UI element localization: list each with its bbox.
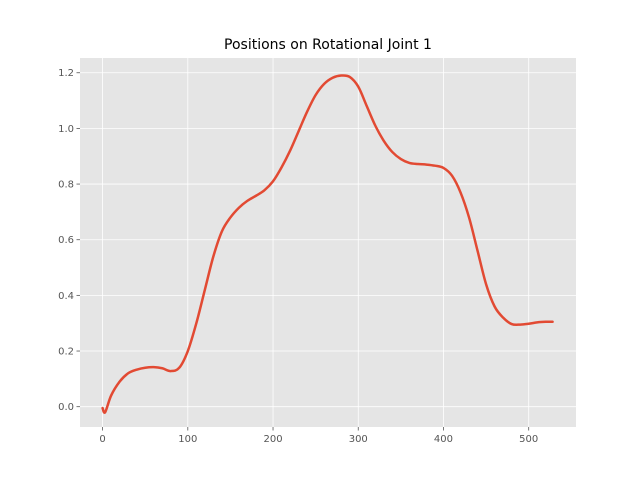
- y-axis: 0.0 0.2 0.4 0.6 0.8 1.0 1.2: [58, 68, 80, 413]
- y-tick-label: 1.0: [58, 124, 74, 135]
- x-tick-label: 400: [434, 434, 453, 445]
- x-axis: 0 100 200 300 400 500: [99, 427, 538, 445]
- x-tick-label: 500: [519, 434, 538, 445]
- x-tick-label: 300: [349, 434, 368, 445]
- plot-area: [80, 58, 576, 427]
- chart-title: Positions on Rotational Joint 1: [224, 37, 432, 53]
- y-tick-label: 0.4: [58, 291, 74, 302]
- x-tick-label: 200: [263, 434, 282, 445]
- y-tick-label: 0.2: [58, 347, 74, 358]
- y-tick-label: 0.8: [58, 180, 74, 191]
- y-tick-label: 0.0: [58, 402, 74, 413]
- grid-lines: [80, 58, 576, 427]
- x-tick-label: 0: [99, 434, 105, 445]
- series-line: [101, 74, 554, 414]
- x-tick-label: 100: [178, 434, 197, 445]
- y-tick-label: 0.6: [58, 235, 74, 246]
- y-tick-label: 1.2: [58, 68, 74, 79]
